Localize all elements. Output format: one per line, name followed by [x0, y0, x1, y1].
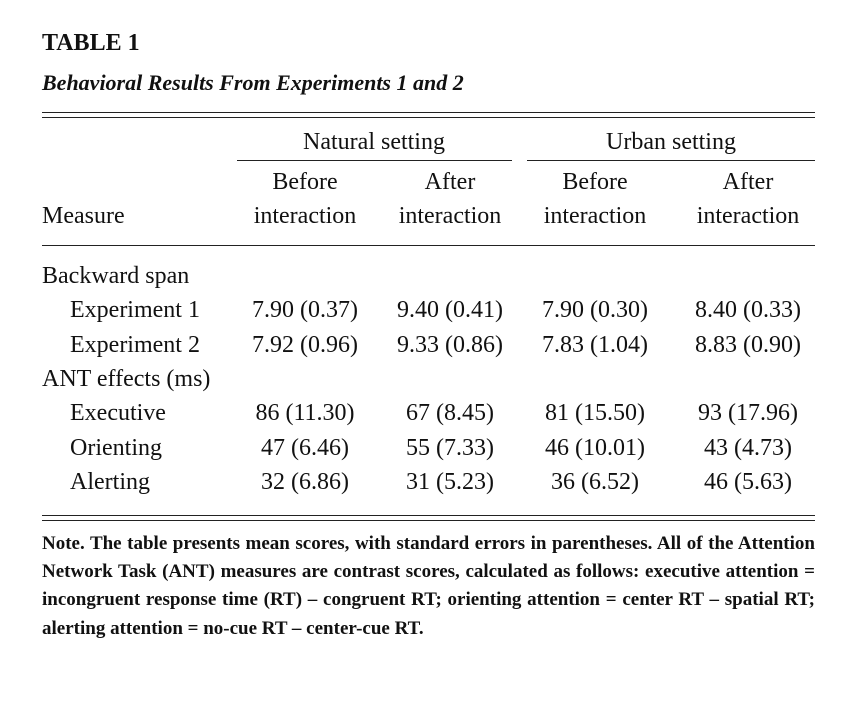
row-label: Executive: [70, 400, 166, 427]
table-cell: 67 (8.45): [406, 400, 494, 427]
table-cell: 46 (5.63): [704, 468, 792, 495]
table-cell: 7.92 (0.96): [252, 331, 358, 358]
table-cell: 93 (17.96): [698, 400, 798, 427]
table-title: TABLE 1: [42, 30, 140, 56]
table-cell: 7.83 (1.04): [542, 331, 648, 358]
table-cell: 81 (15.50): [545, 400, 645, 427]
rule: [42, 245, 815, 246]
table-subtitle: Behavioral Results From Experiments 1 an…: [42, 70, 464, 95]
row-label: Alerting: [70, 468, 150, 495]
note-text: The table presents mean scores, with sta…: [42, 533, 815, 639]
row-label: Experiment 2: [70, 331, 200, 358]
rule: [42, 112, 815, 113]
column-header: After interaction: [696, 169, 800, 229]
table-cell: 86 (11.30): [255, 400, 355, 427]
column-header: Before interaction: [543, 169, 647, 229]
group-rule: [527, 160, 815, 161]
row-label: Orienting: [70, 434, 162, 461]
group-header: Natural setting: [303, 129, 445, 155]
rule: [42, 520, 815, 521]
section-label: Backward span: [42, 263, 190, 289]
table-cell: 36 (6.52): [551, 468, 639, 495]
section-label: ANT effects (ms): [42, 365, 211, 392]
column-header: Before interaction: [253, 169, 357, 229]
table-cell: 7.90 (0.37): [252, 297, 358, 324]
table-cell: 7.90 (0.30): [542, 297, 648, 324]
rule: [42, 117, 815, 118]
table-cell: 46 (10.01): [545, 434, 645, 461]
group-rule: [237, 160, 512, 161]
table-cell: 32 (6.86): [261, 468, 349, 495]
table-cell: 9.40 (0.41): [397, 297, 503, 324]
table-cell: 43 (4.73): [704, 434, 792, 461]
measure-header: Measure: [42, 203, 125, 229]
row-label: Experiment 1: [70, 297, 200, 324]
note-label: Note.: [42, 533, 85, 554]
rule: [42, 515, 815, 516]
table-cell: 31 (5.23): [406, 468, 494, 495]
table-cell: 8.83 (0.90): [695, 331, 801, 358]
table-cell: 8.40 (0.33): [695, 297, 801, 324]
column-header: After interaction: [398, 169, 502, 229]
table-cell: 47 (6.46): [261, 434, 349, 461]
table-note: Note. The table presents mean scores, wi…: [42, 530, 815, 643]
table-cell: 9.33 (0.86): [397, 331, 503, 358]
table-cell: 55 (7.33): [406, 434, 494, 461]
group-header: Urban setting: [606, 129, 736, 155]
